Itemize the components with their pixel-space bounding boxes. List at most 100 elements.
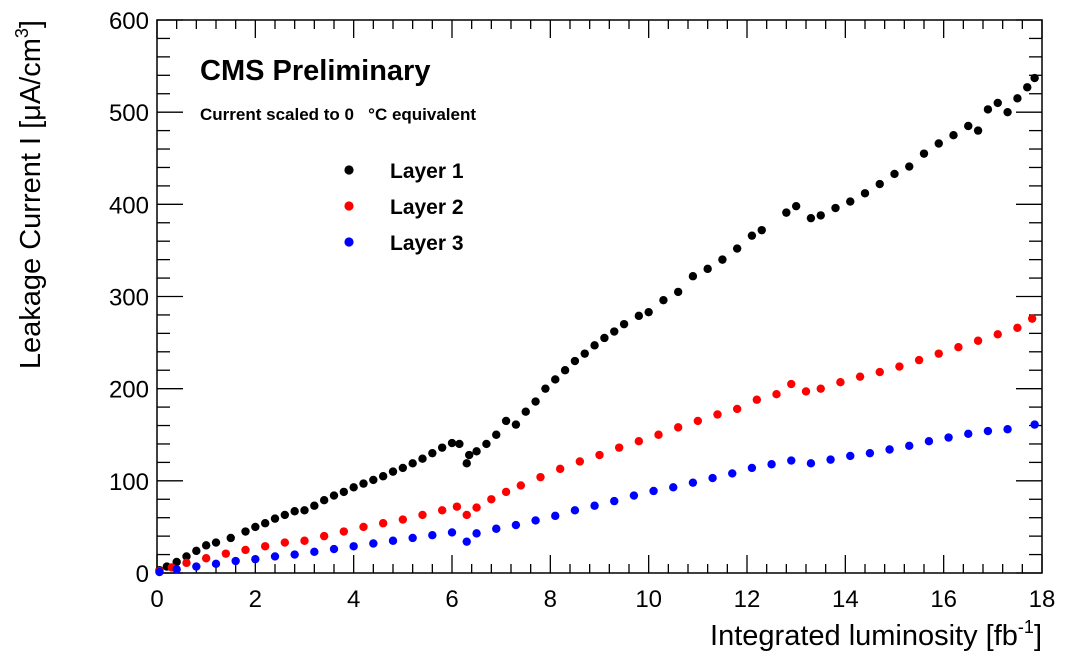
data-point [428, 531, 437, 540]
data-point [914, 355, 924, 365]
y-tick-label: 100 [109, 469, 149, 496]
x-tick-label: 8 [544, 586, 557, 613]
data-point [472, 503, 481, 512]
data-point [924, 437, 934, 446]
data-point [408, 533, 417, 543]
data-point [688, 478, 698, 487]
data-point [270, 514, 280, 523]
y-tick-label: 500 [109, 100, 149, 127]
data-point [713, 410, 722, 419]
data-point [521, 407, 530, 416]
data-point [560, 366, 570, 375]
data-point [983, 426, 993, 436]
data-point [580, 349, 589, 358]
data-point [339, 527, 349, 536]
data-point [369, 539, 378, 548]
data-point [172, 565, 181, 574]
x-tick-label: 10 [635, 586, 662, 613]
data-point [447, 528, 457, 537]
data-point [949, 131, 958, 140]
data-point [319, 531, 329, 541]
data-point [472, 529, 481, 538]
data-point [447, 438, 457, 448]
series-layer-3 [155, 420, 1039, 577]
data-point [172, 557, 181, 567]
data-point [231, 556, 240, 566]
data-point [211, 538, 221, 547]
data-point [801, 387, 811, 396]
y-axis-title-sup: 3 [12, 28, 32, 38]
legend-marker [344, 237, 354, 247]
data-point [455, 439, 464, 449]
data-point [270, 552, 280, 561]
x-tick-label: 16 [930, 586, 957, 613]
data-point [201, 554, 211, 563]
data-point [1013, 94, 1022, 103]
data-point [973, 126, 983, 135]
data-point [511, 520, 521, 530]
data-point [437, 443, 447, 452]
legend-label: Layer 2 [390, 196, 464, 219]
tick-labels-layer: 0 2 4 6 8 10 12 14 16 18 0 100 200 300 400 500 600 [109, 8, 1055, 613]
data-point [610, 496, 619, 506]
data-point [757, 225, 766, 235]
data-point [388, 467, 398, 476]
data-point [462, 537, 471, 546]
series-layer-1 [155, 73, 1039, 575]
data-point [708, 473, 717, 483]
data-point [816, 211, 825, 220]
x-axis-title: Integrated luminosity [fb-1] [710, 617, 1042, 652]
data-point [890, 169, 899, 179]
x-axis-title-end: ] [1034, 620, 1042, 652]
data-point [551, 511, 560, 521]
data-point [855, 372, 865, 381]
data-point [555, 464, 565, 474]
data-point [964, 429, 973, 439]
data-point [398, 463, 408, 473]
data-point [290, 507, 299, 516]
ticks-layer [156, 19, 1043, 574]
data-point [398, 515, 408, 524]
data-point [875, 367, 884, 377]
data-point [654, 430, 663, 439]
y-tick-label: 0 [136, 561, 149, 588]
data-point [388, 536, 398, 545]
data-point [300, 536, 309, 545]
data-point [732, 404, 742, 414]
data-point [595, 450, 604, 460]
data-point [816, 384, 825, 393]
legend-marker [344, 201, 354, 211]
data-point [310, 547, 319, 557]
data-point [860, 189, 870, 198]
data-point [501, 416, 511, 426]
data-point [452, 502, 462, 511]
data-point [492, 524, 501, 533]
data-point [280, 510, 290, 520]
data-point [954, 342, 963, 352]
data-point [885, 445, 894, 454]
data-point [673, 423, 683, 432]
data-point [644, 307, 653, 317]
data-point [634, 311, 644, 321]
data-point [251, 554, 260, 564]
chart-subtitle: Current scaled to 0 °C equivalent [200, 105, 476, 124]
data-point [732, 244, 742, 253]
data-point [462, 510, 471, 520]
y-tick-label: 200 [109, 377, 149, 404]
data-point [319, 495, 329, 505]
data-point [1030, 73, 1039, 83]
data-point [875, 179, 884, 189]
data-point [349, 542, 358, 551]
plot-frame [156, 19, 1043, 574]
data-point [462, 459, 471, 468]
data-point [659, 295, 668, 305]
data-point [728, 469, 737, 478]
data-point [629, 491, 639, 500]
data-point [787, 379, 796, 389]
data-point [973, 336, 983, 345]
data-point [865, 448, 875, 458]
data-point [492, 430, 501, 439]
data-point [570, 356, 580, 366]
data-point [408, 459, 417, 468]
